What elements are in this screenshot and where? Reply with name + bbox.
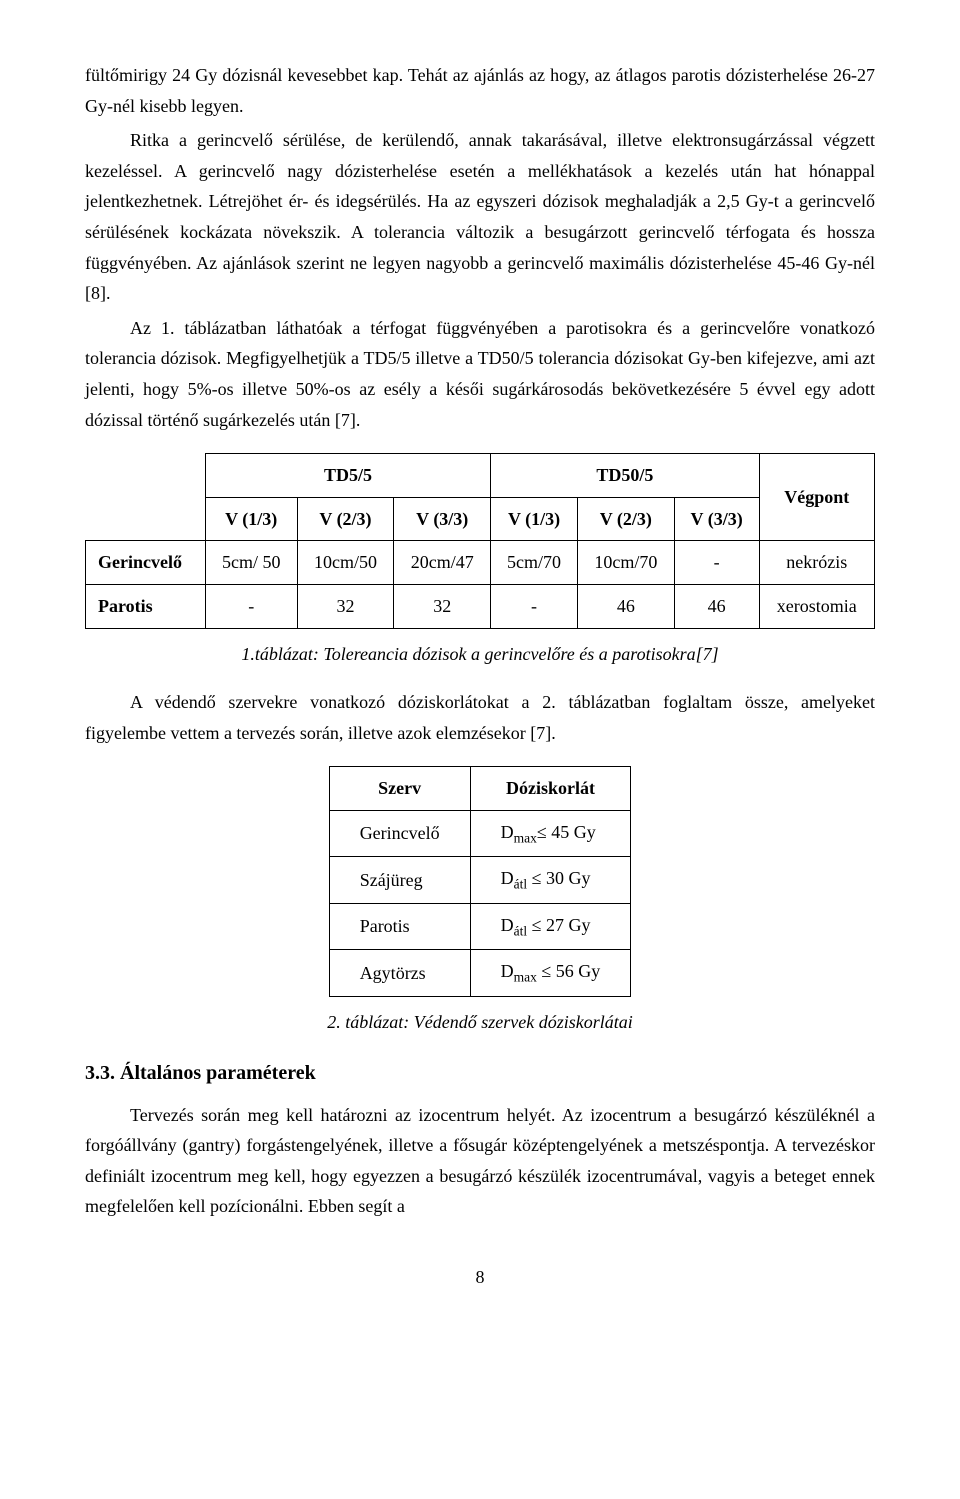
table-row: Agytörzs Dmax ≤ 56 Gy xyxy=(329,950,631,997)
organ-cell: Szájüreg xyxy=(329,857,470,904)
cell: - xyxy=(674,541,759,585)
cell: 5cm/ 50 xyxy=(205,541,297,585)
th-v23-b: V (2/3) xyxy=(577,497,674,541)
th-v13-a: V (1/3) xyxy=(205,497,297,541)
cell: 10cm/50 xyxy=(297,541,394,585)
limit-cell: Dmax≤ 45 Gy xyxy=(470,810,631,857)
row-label: Gerincvelő xyxy=(86,541,206,585)
cell: 5cm/70 xyxy=(491,541,578,585)
th-limit: Dóziskorlát xyxy=(470,767,631,811)
th-v33-a: V (3/3) xyxy=(394,497,491,541)
paragraph-1: fültőmirigy 24 Gy dózisnál kevesebbet ka… xyxy=(85,60,875,121)
paragraph-3: Az 1. táblázatban láthatóak a térfogat f… xyxy=(85,313,875,435)
dose-limit-table: Szerv Dóziskorlát Gerincvelő Dmax≤ 45 Gy… xyxy=(329,766,632,997)
limit-cell: Dátl ≤ 27 Gy xyxy=(470,903,631,950)
th-td50: TD50/5 xyxy=(491,454,759,498)
table-row: Gerincvelő 5cm/ 50 10cm/50 20cm/47 5cm/7… xyxy=(86,541,875,585)
cell: - xyxy=(491,584,578,628)
limit-cell: Dátl ≤ 30 Gy xyxy=(470,857,631,904)
table-row: Gerincvelő Dmax≤ 45 Gy xyxy=(329,810,631,857)
tolerance-dose-table: TD5/5 TD50/5 Végpont V (1/3) V (2/3) V (… xyxy=(85,453,875,628)
cell: 20cm/47 xyxy=(394,541,491,585)
paragraph-2: Ritka a gerincvelő sérülése, de kerülend… xyxy=(85,125,875,309)
th-v23-a: V (2/3) xyxy=(297,497,394,541)
organ-cell: Parotis xyxy=(329,903,470,950)
paragraph-4: A védendő szervekre vonatkozó dóziskorlá… xyxy=(85,687,875,748)
page-number: 8 xyxy=(85,1262,875,1293)
cell: 46 xyxy=(577,584,674,628)
th-v13-b: V (1/3) xyxy=(491,497,578,541)
table-1-caption: 1.táblázat: Tolereancia dózisok a gerinc… xyxy=(85,639,875,670)
table-row: Parotis Dátl ≤ 27 Gy xyxy=(329,903,631,950)
table-row: Szájüreg Dátl ≤ 30 Gy xyxy=(329,857,631,904)
th-organ: Szerv xyxy=(329,767,470,811)
cell: 46 xyxy=(674,584,759,628)
cell: 32 xyxy=(297,584,394,628)
table-2-caption: 2. táblázat: Védendő szervek dóziskorlát… xyxy=(85,1007,875,1038)
organ-cell: Agytörzs xyxy=(329,950,470,997)
table-header-row: Szerv Dóziskorlát xyxy=(329,767,631,811)
th-td5: TD5/5 xyxy=(205,454,490,498)
cell-endpoint: xerostomia xyxy=(759,584,874,628)
cell: 10cm/70 xyxy=(577,541,674,585)
cell: 32 xyxy=(394,584,491,628)
cell-endpoint: nekrózis xyxy=(759,541,874,585)
table-row: Parotis - 32 32 - 46 46 xerostomia xyxy=(86,584,875,628)
row-label: Parotis xyxy=(86,584,206,628)
section-heading-3-3: 3.3. Általános paraméterek xyxy=(85,1056,875,1090)
th-endpoint: Végpont xyxy=(759,454,874,541)
organ-cell: Gerincvelő xyxy=(329,810,470,857)
cell: - xyxy=(205,584,297,628)
limit-cell: Dmax ≤ 56 Gy xyxy=(470,950,631,997)
table-header-row-1: TD5/5 TD50/5 Végpont xyxy=(86,454,875,498)
paragraph-5: Tervezés során meg kell határozni az izo… xyxy=(85,1100,875,1222)
th-v33-b: V (3/3) xyxy=(674,497,759,541)
